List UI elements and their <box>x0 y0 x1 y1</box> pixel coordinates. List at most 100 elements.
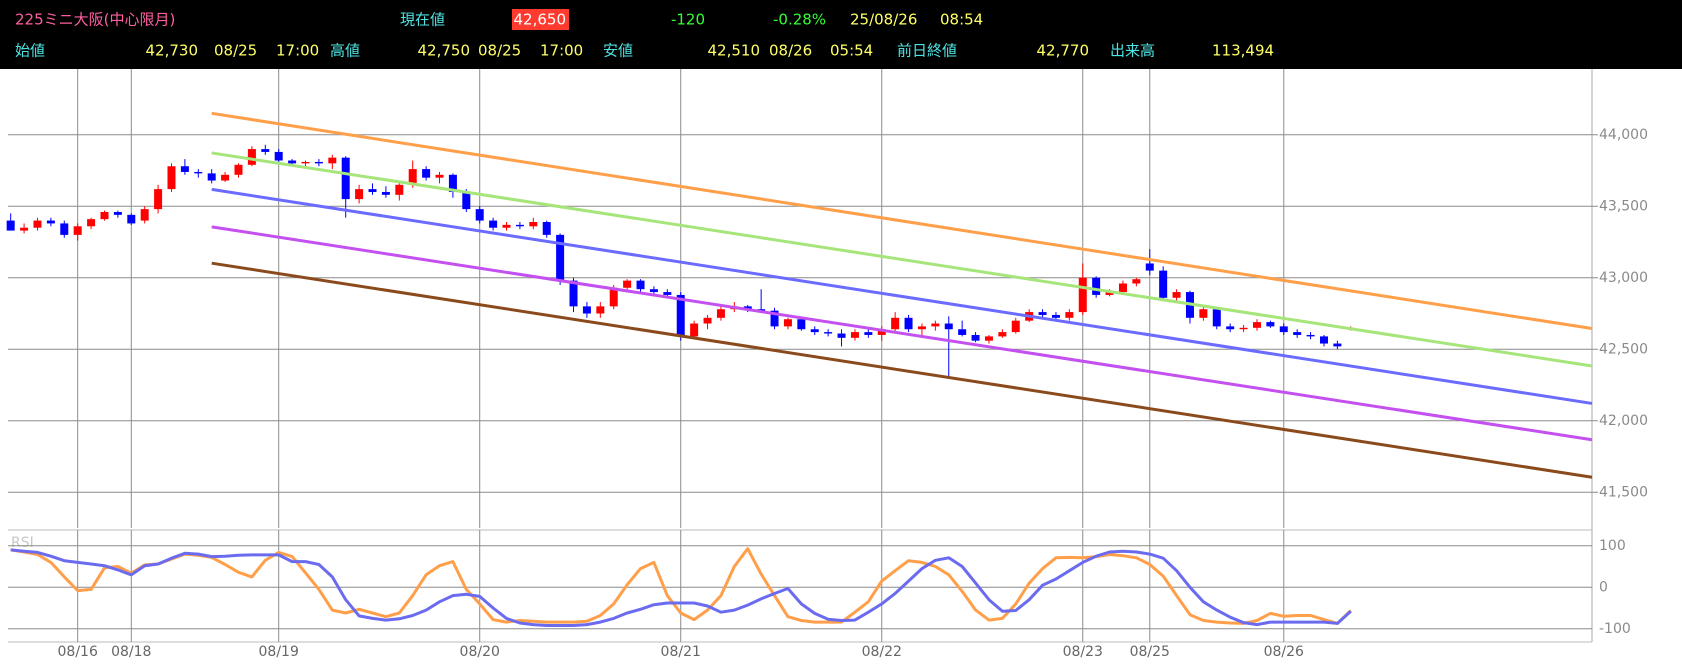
candle-body <box>234 164 243 175</box>
rsi-line <box>10 547 1352 625</box>
stat-time: 17:00 <box>276 42 319 60</box>
candle-body <box>274 151 283 161</box>
stat-label: 始値 <box>15 42 45 60</box>
trend-line <box>211 261 1593 479</box>
candle-body <box>596 306 605 314</box>
rsi-line <box>10 548 1352 627</box>
y-tick-label: 42,000 <box>1599 413 1648 429</box>
stat-label: 出来高 <box>1110 42 1155 60</box>
candle-body <box>1118 283 1127 293</box>
current-price: 42,650 <box>514 11 567 29</box>
candle-body <box>582 306 591 314</box>
candle-body <box>207 173 216 181</box>
candle-body <box>1333 343 1342 347</box>
x-tick-label: 08/20 <box>460 644 500 660</box>
candle-body <box>448 174 457 192</box>
candle-body <box>395 184 404 195</box>
candle-body <box>368 189 377 192</box>
candle-body <box>1172 292 1181 298</box>
candle-body <box>636 280 645 290</box>
candle-body <box>569 280 578 307</box>
x-tick-label: 08/26 <box>1264 644 1304 660</box>
candle-body <box>770 310 779 327</box>
candle-body <box>1051 314 1060 318</box>
stat-date: 08/25 <box>478 42 521 60</box>
candle-body <box>743 306 752 310</box>
candle-body <box>73 226 82 235</box>
candle-body <box>649 289 658 293</box>
candle-body <box>221 174 230 181</box>
candle-body <box>1145 263 1154 271</box>
rsi-tick-label: 0 <box>1599 579 1608 595</box>
stat-date: 08/25 <box>214 42 257 60</box>
candle-body <box>917 326 926 330</box>
candle-body <box>60 223 69 235</box>
candle-body <box>1319 336 1328 344</box>
candle-body <box>154 189 163 210</box>
x-tick-label: 08/19 <box>259 644 299 660</box>
rsi-tick-label: 100 <box>1599 538 1626 554</box>
candle-body <box>127 214 136 224</box>
candle-body <box>33 220 42 228</box>
current-label: 現在値 <box>400 11 445 29</box>
quote-time: 08:54 <box>940 11 983 29</box>
x-tick-label: 08/18 <box>111 644 151 660</box>
candle-body <box>6 220 15 231</box>
y-tick-label: 43,500 <box>1599 198 1648 214</box>
candle-body <box>944 323 953 330</box>
stat-time: 17:00 <box>540 42 583 60</box>
candle-body <box>475 209 484 221</box>
candle-body <box>20 227 29 231</box>
candle-body <box>984 336 993 341</box>
y-tick-label: 44,000 <box>1599 127 1648 143</box>
candle-body <box>328 157 337 164</box>
candle-body <box>355 189 364 200</box>
candle-body <box>623 280 632 288</box>
candle-body <box>850 332 859 338</box>
candle-body <box>1132 279 1141 284</box>
x-tick-label: 08/22 <box>862 644 902 660</box>
candle-body <box>113 211 122 215</box>
candle-body <box>904 317 913 330</box>
stat-value: 113,494 <box>1212 42 1274 60</box>
candle-body <box>1212 309 1221 327</box>
current-bg <box>512 9 569 30</box>
candle-body <box>1306 334 1315 337</box>
x-tick-label: 08/23 <box>1063 644 1103 660</box>
candle-body <box>1199 309 1208 318</box>
candle-body <box>462 191 471 210</box>
rsi-title: RSI <box>11 535 34 551</box>
candle-body <box>314 161 323 164</box>
stat-label: 前日終値 <box>897 42 957 60</box>
y-tick-label: 41,500 <box>1599 484 1648 500</box>
trend-line <box>211 187 1593 405</box>
x-tick-label: 08/21 <box>661 644 701 660</box>
change: -120 <box>671 11 705 29</box>
y-tick-label: 43,000 <box>1599 270 1648 286</box>
y-tick-label: 42,500 <box>1599 341 1648 357</box>
candle-body <box>703 317 712 324</box>
candle-body <box>1092 277 1101 295</box>
header-bg <box>0 0 1682 69</box>
candle-body <box>1065 312 1074 318</box>
stat-time: 05:54 <box>830 42 873 60</box>
candle-body <box>435 174 444 178</box>
candle-body <box>529 222 538 227</box>
candle-body <box>140 209 149 221</box>
candle-body <box>422 169 431 178</box>
candle-body <box>87 219 96 227</box>
candle-body <box>864 332 873 335</box>
stat-date: 08/26 <box>769 42 812 60</box>
stat-value: 42,750 <box>418 42 471 60</box>
candle-body <box>877 329 886 335</box>
trend-line <box>211 111 1593 331</box>
candle-body <box>381 191 390 195</box>
candle-body <box>1279 326 1288 333</box>
quote-header: 225ミニ大阪(中心限月) 現在値 42,650 -120 -0.28% 25/… <box>0 0 1682 69</box>
candle-body <box>247 149 256 165</box>
candle-body <box>958 329 967 335</box>
candle-body <box>676 294 685 337</box>
candle-body <box>1078 277 1087 313</box>
stat-value: 42,770 <box>1037 42 1090 60</box>
candle-body <box>824 332 833 334</box>
